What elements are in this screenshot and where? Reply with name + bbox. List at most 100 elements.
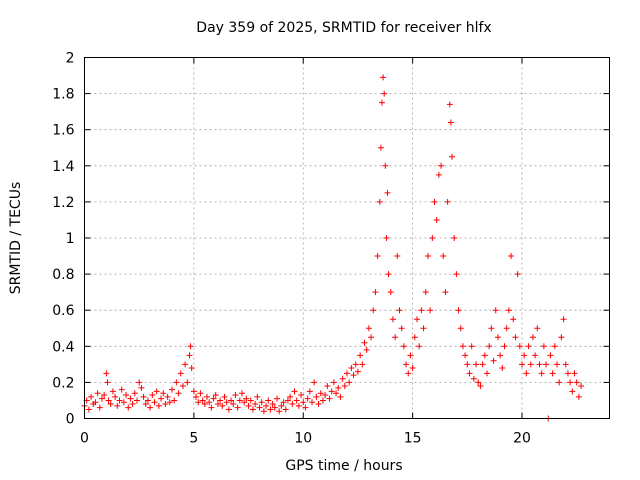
data-point [442,289,449,296]
data-point [223,399,230,406]
data-point [116,397,123,404]
data-point [407,352,414,359]
data-point [479,361,486,368]
data-point [243,395,250,402]
data-point [486,343,493,350]
data-point [405,370,412,377]
data-point [164,393,171,400]
data-point [173,379,180,386]
data-point [258,399,265,406]
data-point [228,397,235,404]
data-point [311,379,318,386]
data-point [573,379,580,386]
y-tick-label: 1.8 [52,87,74,103]
data-point [361,339,368,346]
data-point [184,379,191,386]
data-point [298,392,305,399]
data-point [505,307,512,314]
data-point [477,383,484,390]
data-point [484,370,490,377]
data-point [525,343,532,350]
data-point [357,352,364,359]
data-point [239,390,245,397]
data-point [455,307,462,314]
data-point [140,393,147,400]
data-point [459,343,466,350]
grid-lines [84,57,610,419]
x-tick-label: 20 [513,431,531,447]
data-point [384,189,391,196]
data-point [208,404,215,411]
data-point [149,392,156,399]
data-point [571,370,578,377]
data-point [385,271,392,278]
data-point [92,399,99,406]
data-point [236,397,243,404]
data-point [363,346,370,353]
data-point [567,379,574,386]
data-point [532,352,539,359]
data-points [81,74,585,422]
data-point [540,343,547,350]
plot-frame [84,57,610,419]
data-point [304,395,311,402]
data-point [142,401,149,408]
data-point [529,334,536,341]
data-point [182,361,189,368]
data-point [451,235,458,241]
data-point [341,383,348,390]
y-tick-label: 0.2 [52,375,74,391]
data-point [389,316,396,323]
x-tick-label: 15 [404,431,422,447]
data-point [155,402,162,409]
data-point [494,334,501,341]
data-point [379,99,385,106]
data-point [190,388,197,395]
x-tick-label: 5 [189,431,198,447]
data-point [245,402,252,409]
data-point [219,402,226,409]
data-point [212,392,219,399]
data-point [335,384,342,391]
data-point [392,334,399,341]
data-point [254,393,261,400]
data-point [265,397,272,404]
data-point [374,253,381,260]
y-axis-label: SRMTID / TECUs [8,182,24,295]
data-point [396,307,403,314]
data-point [549,370,556,377]
data-point [365,325,372,332]
data-point [575,393,582,400]
data-point [138,384,145,391]
data-point [554,361,560,368]
data-point [199,397,206,404]
data-point [551,343,558,350]
data-point [302,404,309,411]
data-point [409,364,416,371]
data-point [267,406,274,413]
data-point [136,379,143,386]
data-point [147,404,154,411]
data-point [383,235,390,241]
data-point [387,289,394,296]
data-point [206,399,213,406]
data-point [416,343,423,350]
data-point [96,404,103,411]
data-point [241,399,248,406]
data-point [252,401,259,408]
data-point [175,390,182,397]
data-point [562,361,569,368]
data-point [516,343,523,350]
data-point [444,198,451,205]
data-point [101,392,108,399]
data-point [431,198,438,205]
data-point [326,395,333,402]
data-point [225,406,232,413]
y-tick-label: 0 [66,412,75,428]
data-point [330,379,337,386]
data-point [295,402,302,409]
data-point [289,401,296,408]
data-point [120,399,127,406]
data-point [435,171,442,178]
